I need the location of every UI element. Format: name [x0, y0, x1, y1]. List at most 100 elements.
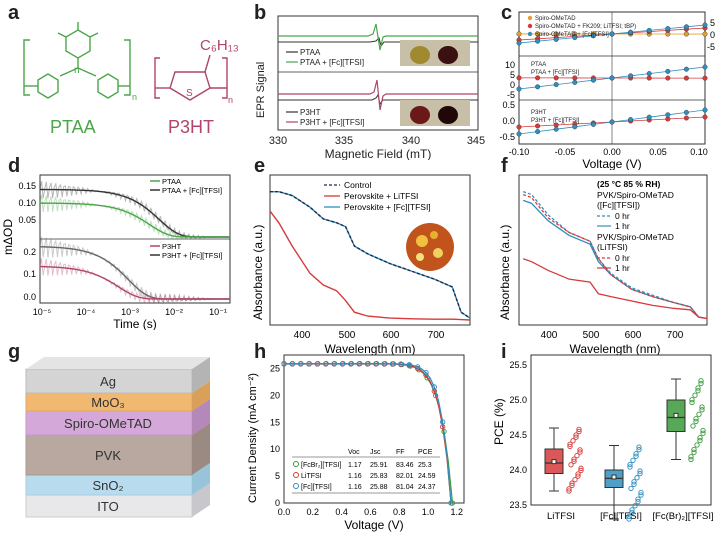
jv-xtick: 0.8 [393, 507, 406, 517]
iv-point [703, 32, 708, 37]
jv-row-voc: 1.16 [348, 473, 362, 480]
jv-row-ff: 83.46 [396, 462, 414, 469]
iv-point [573, 76, 578, 81]
iv-point [703, 115, 708, 120]
iv-ytick: 0 [510, 80, 515, 90]
panel-c-label: c [501, 2, 512, 25]
iv-legend-ptaa: PTAA [531, 62, 546, 68]
tas-xtick: 10⁻⁴ [77, 307, 96, 317]
epr-ylabel: EPR Signal [255, 62, 267, 118]
iv-point [628, 30, 633, 35]
panel-a: a n n PTAA S C₆H₁₃ n P3HT [0, 0, 240, 150]
pce-point [691, 424, 695, 428]
pce-ytick: 24.5 [509, 430, 527, 440]
tas-xtick: 10⁻³ [121, 307, 139, 317]
iv-ytick: 5 [510, 70, 515, 80]
p3ht-sulfur: S [186, 88, 193, 99]
panel-f: f (25 °C 85 % RH) PVK/Spiro-OMeTAD ([Fc]… [485, 155, 720, 355]
iv-point [517, 41, 522, 46]
iv-legend-p3ht: P3HT [531, 110, 547, 116]
tas-legend-p3ht: P3HT [162, 242, 182, 251]
iv-point [517, 132, 522, 137]
jv-xtick: 1.0 [422, 507, 435, 517]
iv-ytick: -5 [507, 90, 515, 100]
iv-point [573, 80, 578, 85]
pce-mean [552, 460, 556, 464]
tas-ptaa-fc-fit [40, 189, 230, 237]
jv-xtick: 0.6 [364, 507, 377, 517]
epr-xtick: 345 [467, 135, 485, 147]
tas-p3ht-fit [40, 267, 230, 299]
panel-g-label: g [8, 341, 20, 364]
ptaa-n-atom: n [74, 65, 80, 76]
iv-point [535, 129, 540, 134]
jv-curve [284, 364, 451, 503]
epr-xtick: 340 [402, 135, 420, 147]
pce-boxplot: 25.525.024.524.023.5 LiTFSI [Fc][TFSI] [… [485, 335, 720, 533]
pce-point [692, 447, 696, 451]
conductivity-chart: Spiro-OMeTAD Spiro-OMeTAD + FK209; LiTFS… [485, 0, 720, 170]
layer-sno2: SnO₂ [92, 478, 123, 493]
jv-xtick: 1.2 [451, 507, 464, 517]
jv-row-jsc: 25.88 [370, 484, 388, 491]
jv-row-pce: 25.3 [418, 462, 432, 469]
jv-row-pce: 24.37 [418, 484, 436, 491]
tas-ytick: 0.10 [18, 198, 36, 208]
jv-xtick: 0.2 [307, 507, 320, 517]
abs-f-legend-li-0hr: 0 hr [615, 253, 630, 263]
tas-legend-p3ht-fc: P3HT + [Fc][TFSI] [162, 251, 223, 260]
panel-f-label: f [501, 155, 508, 178]
abs-e-ylabel: Absorbance (a.u.) [251, 225, 265, 320]
panel-d: d PTAA PTAA + [Fc][TFSI] P3HT P3HT + [Fc… [0, 155, 240, 330]
tas-xtick: 10⁻² [165, 307, 183, 317]
absorbance-chart-f: (25 °C 85 % RH) PVK/Spiro-OMeTAD ([Fc][T… [485, 155, 720, 355]
panel-a-label: a [8, 2, 19, 25]
iv-point [703, 23, 708, 28]
pce-point [631, 458, 635, 462]
jv-xtick: 0.0 [278, 507, 291, 517]
tas-ytick: 0.0 [23, 292, 36, 302]
iv-point [517, 125, 522, 130]
abs-f-legend-fc-1hr: 1 hr [615, 221, 630, 231]
panel-e-label: e [254, 155, 265, 178]
pce-mean [612, 475, 616, 479]
iv-point [610, 120, 615, 125]
iv-ytick: 0.0 [502, 116, 515, 126]
tas-ytick: 0.05 [18, 215, 36, 225]
iv-legend-p3ht-fc: P3HT + [Fc][TFSI] [531, 118, 580, 124]
pce-point [701, 428, 705, 432]
iv-point [591, 122, 596, 127]
iv-point [517, 87, 522, 92]
iv-point [554, 76, 559, 81]
iv-point [647, 115, 652, 120]
iv-legend-ptaa-fc: PTAA + [Fc][TFSI] [531, 70, 579, 76]
iv-point [666, 26, 671, 31]
iv-point [535, 85, 540, 90]
tas-ytick: 0.1 [23, 269, 36, 279]
jv-table-header-voc: Voc [348, 449, 360, 456]
iv-point [628, 117, 633, 122]
iv-point [684, 32, 689, 37]
iv-point [517, 76, 522, 81]
pce-point [690, 398, 694, 402]
layer-moo3: MoO₃ [91, 395, 124, 410]
abs-f-legend-fc-0hr: 0 hr [615, 211, 630, 221]
abs-f-legend-li-1hr: 1 hr [615, 263, 630, 273]
epr-chart: PTAA PTAA + [Fc][TFSI] P3HT P3HT + [Fc][… [240, 0, 485, 160]
iv-point [666, 117, 671, 122]
jv-row-voc: 1.16 [348, 484, 362, 491]
panel-i-label: i [501, 341, 507, 364]
iv-point [647, 76, 652, 81]
iv-point [535, 76, 540, 81]
tas-xtick: 10⁻¹ [209, 307, 227, 317]
jv-ytick: 25 [270, 363, 280, 373]
pce-boxes [545, 379, 705, 522]
iv-point [666, 113, 671, 118]
tas-legend-ptaa: PTAA [162, 177, 181, 186]
jv-row-name: [Fc][TFSI] [301, 484, 332, 491]
jv-curve [284, 364, 452, 503]
iv-ytick: 0.5 [502, 100, 515, 110]
jv-frame [284, 355, 464, 503]
